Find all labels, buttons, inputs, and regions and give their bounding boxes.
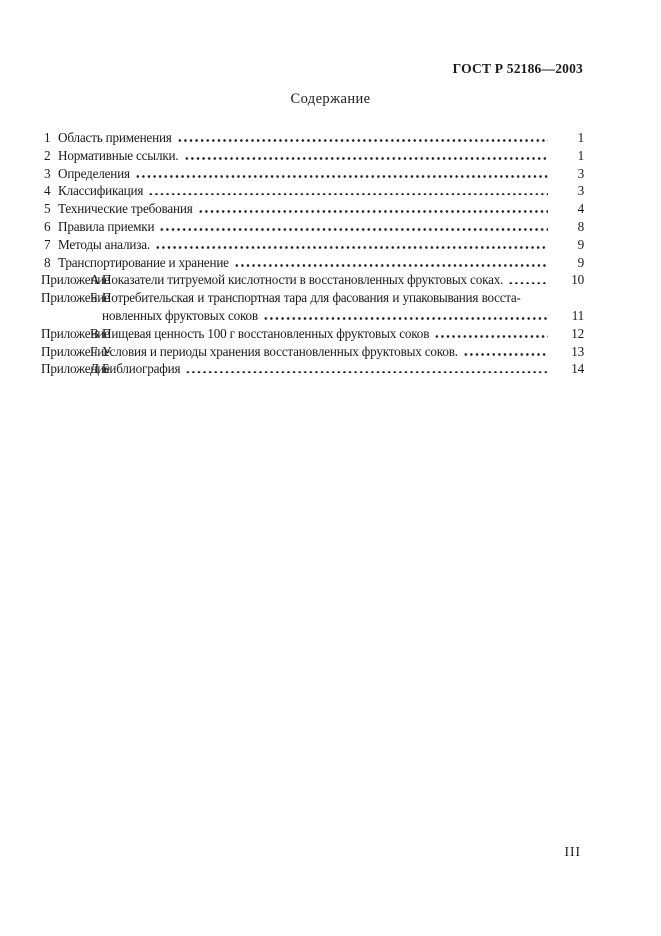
toc-entry-title: Область применения xyxy=(58,130,172,145)
toc-entry-title: Нормативные ссылки. xyxy=(58,147,179,163)
leader-dots xyxy=(148,183,548,196)
toc-entry-page: 11 xyxy=(571,307,585,323)
toc-entry-title: Определения xyxy=(58,165,130,181)
toc-entry-page: 8 xyxy=(577,218,585,234)
leader-dots xyxy=(462,343,548,356)
toc-entry-page: 9 xyxy=(577,236,585,252)
toc-entry-title-line2-row: новленных фруктовых соков 11 xyxy=(102,307,584,325)
appendix-label: Приложение xyxy=(41,343,110,359)
toc-entry: 5 Технические требования 4 xyxy=(41,200,584,218)
toc-entry-page: 1 xyxy=(577,130,585,145)
doc-number: ГОСТ Р 52186—2003 xyxy=(452,61,583,76)
toc-entry-title: Условия и периоды хранения восстановленн… xyxy=(102,343,458,359)
appendix-label: Приложение xyxy=(41,325,110,341)
toc-entry-number: 1 xyxy=(44,130,51,145)
toc-entry-title: Технические требования xyxy=(58,201,193,217)
leader-dots xyxy=(154,236,548,249)
toc-entry-page: 3 xyxy=(577,183,585,199)
appendix-label: Приложение xyxy=(41,361,110,377)
toc-entry-title: Показатели титруемой кислотности в восст… xyxy=(102,272,504,288)
toc-entry-appendix: Приложение Д Библиография 14 xyxy=(41,360,584,378)
leader-dots xyxy=(134,165,548,178)
toc-entry: 3 Определения 3 xyxy=(41,165,584,183)
table-of-contents: 1 Область применения 1 2 Нормативные ссы… xyxy=(41,129,584,378)
leader-dots xyxy=(434,325,548,338)
toc-entry-page: 13 xyxy=(571,343,584,359)
toc-entry-page: 14 xyxy=(571,361,584,377)
leader-dots xyxy=(197,201,548,214)
toc-entry: 2 Нормативные ссылки. 1 xyxy=(41,147,584,165)
toc-entry-number: 4 xyxy=(44,183,51,199)
leader-dots xyxy=(233,254,548,267)
toc-entry-number: 5 xyxy=(44,201,51,217)
toc-entry-number: 2 xyxy=(44,147,51,163)
toc-entry-title: Транспортирование и хранение xyxy=(58,254,229,270)
toc-entry-appendix: Приложение Г Условия и периоды хранения … xyxy=(41,343,584,361)
toc-entry-title-line2: новленных фруктовых соков xyxy=(102,307,258,323)
appendix-letter: Г xyxy=(90,343,98,359)
toc-entry-appendix: Приложение В Пищевая ценность 100 г восс… xyxy=(41,325,584,343)
toc-entry: 8 Транспортирование и хранение 9 xyxy=(41,254,584,272)
appendix-letter: А xyxy=(90,272,100,288)
appendix-letter: Д xyxy=(90,361,99,377)
toc-entry: 7 Методы анализа. 9 xyxy=(41,236,584,254)
toc-entry-number: 3 xyxy=(44,165,51,181)
leader-dots xyxy=(159,218,548,231)
toc-entry-page: 9 xyxy=(577,254,585,270)
toc-entry-title-line1: Потребительская и транспортная тара для … xyxy=(102,290,521,306)
leader-dots xyxy=(185,361,548,374)
toc-entry: 6 Правила приемки 8 xyxy=(41,218,584,236)
toc-entry-page: 3 xyxy=(577,165,585,181)
toc-entry-page: 4 xyxy=(577,201,585,217)
toc-entry-number: 6 xyxy=(44,218,51,234)
appendix-label: Приложение xyxy=(41,272,110,288)
leader-dots xyxy=(176,130,548,142)
appendix-letter: В xyxy=(90,325,99,341)
appendix-letter: Б xyxy=(90,290,98,306)
toc-entry-title: Классификация xyxy=(58,183,144,199)
toc-entry-title: Методы анализа. xyxy=(58,236,150,252)
leader-dots xyxy=(262,307,548,320)
toc-entry-page: 10 xyxy=(571,272,584,288)
toc-entry-number: 8 xyxy=(44,254,51,270)
appendix-label: Приложение xyxy=(41,290,110,306)
toc-entry-page: 1 xyxy=(577,147,585,163)
toc-entry-title: Правила приемки xyxy=(58,218,155,234)
leader-dots xyxy=(508,272,548,285)
toc-entry-appendix: Приложение А Показатели титруемой кислот… xyxy=(41,271,584,289)
leader-dots xyxy=(183,147,548,160)
toc-entry-title: Библиография xyxy=(102,361,181,377)
toc-entry-appendix: Приложение Б Потребительская и транспорт… xyxy=(41,289,584,325)
toc-entry-number: 7 xyxy=(44,236,51,252)
folio-number: III xyxy=(564,844,581,859)
toc-entry-title: Пищевая ценность 100 г восстановленных ф… xyxy=(102,325,430,341)
toc-entry: 1 Область применения 1 xyxy=(41,129,584,147)
toc-entry: 4 Классификация 3 xyxy=(41,182,584,200)
toc-entry-body: Потребительская и транспортная тара для … xyxy=(102,289,584,325)
toc-entry-page: 12 xyxy=(571,325,584,341)
page-title: Содержание xyxy=(290,91,371,107)
